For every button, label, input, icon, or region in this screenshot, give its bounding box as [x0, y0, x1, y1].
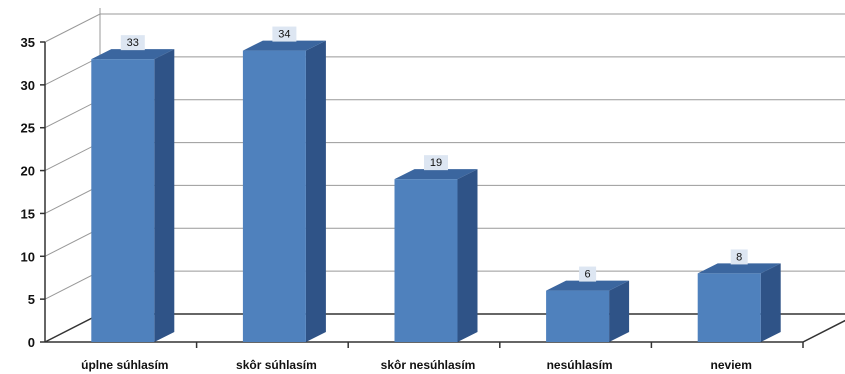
bar: [91, 49, 175, 343]
bar-top: [242, 40, 326, 51]
labels: 0 5 10 15 20 25 30 35 33 úplne súhlasím 34 skôr súh…: [21, 26, 752, 372]
y-tick-label: 20: [21, 164, 35, 179]
bar: [697, 263, 781, 342]
bar-front: [394, 179, 458, 342]
data-label: 34: [272, 26, 297, 42]
bar: [394, 169, 478, 342]
bar-front: [242, 50, 306, 342]
y-tick-label: 5: [28, 292, 35, 307]
data-label-bg: [120, 35, 145, 51]
bar-top: [394, 169, 478, 180]
bar-top: [546, 280, 630, 291]
data-label: 33: [120, 35, 145, 51]
data-label: 19: [424, 155, 448, 171]
category-label: úplne súhlasím: [81, 358, 168, 372]
bar-side: [760, 263, 781, 342]
y-tick-label: 30: [21, 78, 35, 93]
y-tick-label: 15: [21, 206, 35, 221]
bar-front: [546, 290, 610, 342]
bar-top: [91, 49, 175, 60]
y-tick-label: 10: [21, 249, 35, 264]
bars: [91, 40, 781, 343]
data-label: 6: [579, 266, 597, 282]
data-label-bg: [424, 155, 448, 171]
data-label: 8: [730, 249, 748, 265]
bar-top: [697, 263, 781, 274]
category-label: nesúhlasím: [547, 358, 613, 372]
category-label: skôr nesúhlasím: [381, 358, 476, 372]
data-label-text: 19: [430, 157, 442, 169]
bar-side: [305, 40, 326, 342]
bar-side: [154, 49, 175, 343]
y-tick-label: 0: [28, 335, 35, 350]
data-label-text: 33: [127, 37, 139, 49]
bar: [546, 280, 630, 342]
data-label-bg: [730, 249, 748, 265]
bar-side: [609, 280, 630, 342]
data-label-text: 8: [736, 251, 742, 263]
y-tick-label: 35: [21, 35, 35, 50]
category-label: skôr súhlasím: [236, 358, 317, 372]
y-tick-label: 25: [21, 121, 35, 136]
category-label: neviem: [711, 358, 752, 372]
data-label-bg: [272, 26, 297, 42]
data-label-bg: [579, 266, 597, 282]
bar-side: [457, 169, 478, 342]
data-label-text: 34: [278, 29, 290, 41]
bar-front: [91, 59, 155, 343]
bar-front: [697, 273, 761, 342]
data-label-text: 6: [585, 269, 591, 281]
bar: [242, 40, 326, 342]
gridline: [44, 13, 845, 43]
